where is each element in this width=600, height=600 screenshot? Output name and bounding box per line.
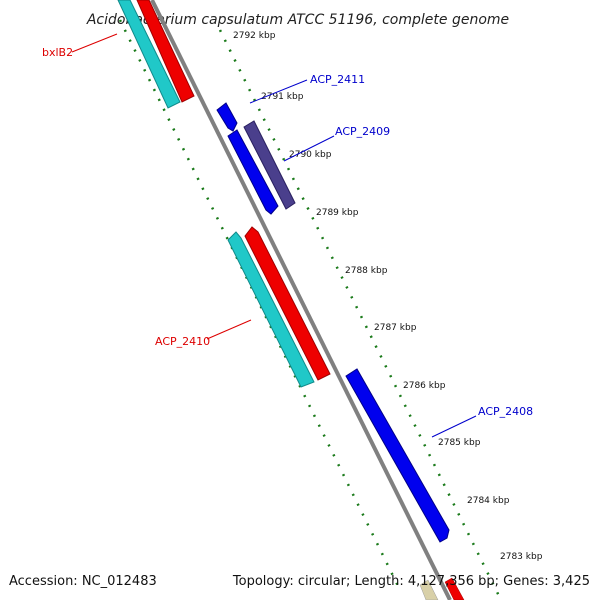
tick-label: 2790 kbp	[289, 150, 332, 160]
tick-label: 2787 kbp	[374, 323, 417, 333]
outer-dotted-ruler	[218, 29, 502, 599]
label-bxlB2[interactable]: bxlB2	[42, 46, 73, 59]
tick-labels: 2792 kbp 2791 kbp 2790 kbp 2789 kbp 2788…	[233, 31, 543, 562]
label-acp-2410[interactable]: ACP_2410	[155, 335, 210, 348]
tick-label: 2786 kbp	[403, 381, 446, 391]
acp-2410-leader	[206, 319, 252, 340]
feature-rna-top[interactable]	[117, 0, 181, 109]
tick-label: 2789 kbp	[316, 208, 359, 218]
feature-acp-2408[interactable]	[345, 368, 450, 543]
label-acp-2408[interactable]: ACP_2408	[478, 405, 533, 418]
feature-acp-2410[interactable]	[244, 226, 331, 381]
tick-label: 2791 kbp	[261, 92, 304, 102]
tick-label: 2784 kbp	[467, 496, 510, 506]
tick-label: 2783 kbp	[500, 552, 543, 562]
feature-selected[interactable]	[243, 120, 296, 210]
label-acp-2411[interactable]: ACP_2411	[310, 73, 365, 86]
map-title: Acidobacterium capsulatum ATCC 51196, co…	[86, 12, 509, 28]
inner-dotted-ruler	[118, 19, 402, 591]
acp-2409-leader	[283, 135, 335, 162]
feature-bxlB2[interactable]	[136, 0, 195, 103]
feature-acp-2410-rna[interactable]	[227, 231, 315, 388]
acp-2411-leader	[249, 79, 308, 104]
acp-2408-leader	[431, 415, 477, 438]
tick-label: 2785 kbp	[438, 438, 481, 448]
bxlB2-leader	[71, 33, 118, 53]
label-acp-2409[interactable]: ACP_2409	[335, 125, 390, 138]
feature-bottom-partial[interactable]	[419, 577, 465, 600]
topology-text: Topology: circular; Length: 4,127,356 bp…	[232, 574, 590, 589]
feature-acp-2409[interactable]	[227, 129, 279, 215]
feature-acp-2411[interactable]	[216, 102, 238, 132]
tick-label: 2792 kbp	[233, 31, 276, 41]
genome-backbone	[150, 0, 452, 600]
tick-label: 2788 kbp	[345, 266, 388, 276]
accession-text: Accession: NC_012483	[9, 574, 157, 589]
